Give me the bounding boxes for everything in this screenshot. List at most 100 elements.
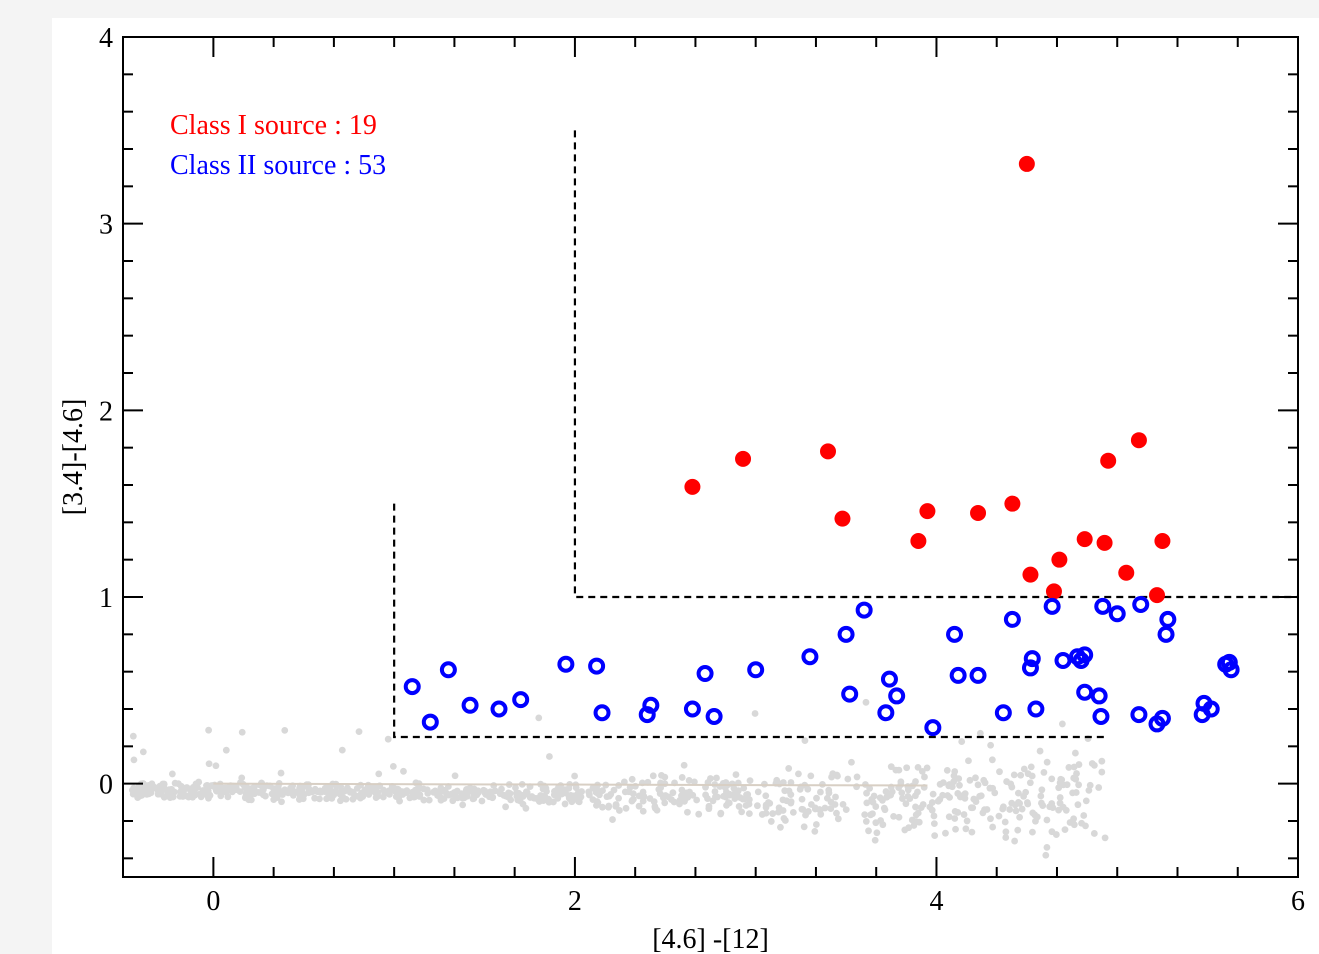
background-point [528,793,536,800]
background-point [372,789,379,797]
background-point [635,802,643,810]
background-point [783,797,791,805]
background-point [903,764,911,772]
background-point [451,772,459,780]
background-point [954,809,962,816]
plot-frame [122,36,1299,878]
class-i-point [1154,533,1171,549]
background-point [669,789,677,797]
class-i-point [1096,534,1113,551]
background-point [863,799,871,807]
background-point [678,774,686,781]
background-point [561,786,569,794]
class-ii-point [837,625,855,643]
background-point [789,808,797,816]
background-point [944,792,951,799]
background-point [1028,772,1036,780]
background-point [517,791,525,799]
background-point [853,783,860,791]
background-point [300,791,308,799]
background-point [332,787,340,795]
background-point [236,788,244,796]
background-point [942,829,949,837]
background-point [542,784,550,792]
background-point [205,760,213,768]
x-tick-label: 2 [568,886,582,917]
background-point [1007,780,1015,788]
background-point [762,809,770,817]
background-point [1056,794,1064,801]
background-point [1029,809,1037,817]
background-point [832,793,839,801]
background-point [1090,830,1098,837]
background-point [1085,786,1093,794]
background-point [1001,818,1009,826]
background-point [754,788,762,796]
x-axis-label: [4.6] -[12] [652,924,769,954]
class-i-point [735,450,752,467]
background-point [615,794,623,802]
background-point [1069,789,1076,797]
background-point [970,795,978,803]
class-ii-point [490,700,508,718]
background-point [470,795,478,803]
background-point [746,777,754,784]
background-point [1024,800,1032,808]
background-point [1020,792,1027,800]
background-point [575,797,582,805]
background-point [1037,792,1045,800]
background-point [247,796,255,804]
background-point [988,756,996,764]
class-ii-point [1076,683,1094,701]
background-point [844,775,852,783]
background-point [812,821,820,828]
background-point [981,806,988,814]
background-point [1042,851,1050,859]
class-ii-point [888,687,906,705]
background-point [1020,765,1028,773]
class-ii-point [1220,653,1238,671]
class-i-point [1118,564,1135,581]
background-point [943,766,951,774]
class-ii-point [1021,659,1039,677]
background-point [1011,837,1019,845]
background-point [1026,779,1034,787]
background-point [795,770,802,778]
background-point [228,788,236,796]
background-point [572,784,580,792]
scatter-plot: 0 2 4 6 0 1 2 3 4 [4.6] -[12] [3.4]-[4.6] Class … [58,23,1305,954]
background-point [691,778,698,786]
background-point [1014,789,1022,797]
background-point [885,792,893,799]
class-ii-point [747,661,765,679]
background-point [871,836,879,844]
class-ii-point [877,704,895,722]
background-point [1071,749,1079,757]
background-point [798,805,806,813]
background-point [142,784,150,792]
background-point [609,816,616,823]
background-point [536,794,544,801]
background-point [785,765,793,772]
class-i-point [684,478,701,495]
background-point [813,794,820,802]
class-ii-point [1159,610,1177,628]
y-tick-label: 4 [99,23,113,54]
background-point [628,775,636,783]
background-point [1008,799,1016,807]
class-ii-point [683,700,701,718]
background-point [898,789,906,797]
x-tick-label: 6 [1291,886,1305,917]
background-point [912,792,919,800]
class-ii-point [946,625,964,643]
background-point [386,790,393,798]
class-ii-point [1068,648,1086,666]
class-i-point [1100,452,1117,469]
background-point [976,729,984,737]
background-point [912,803,919,811]
background-point [139,748,147,756]
background-point [918,767,926,775]
background-point [400,788,408,796]
background-point [999,805,1007,813]
background-point [649,772,657,780]
